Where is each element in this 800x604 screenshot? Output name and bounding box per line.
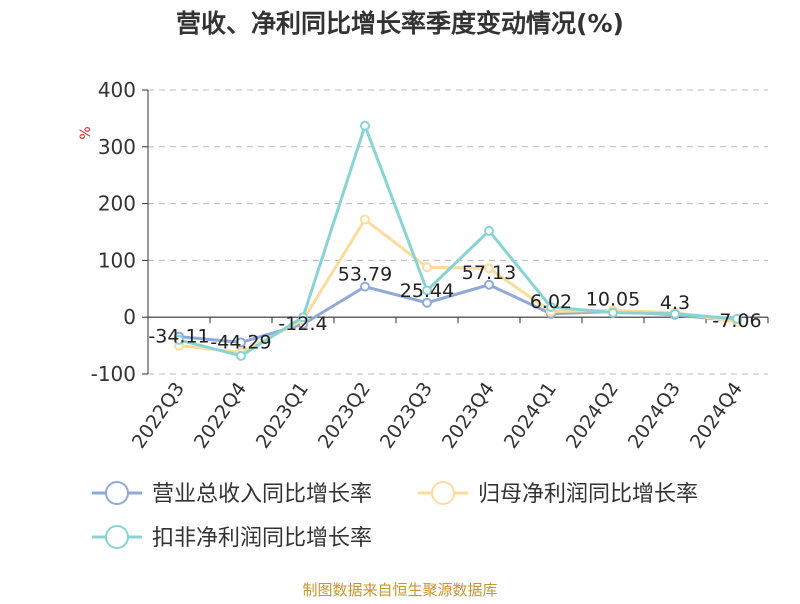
x-tick-label: 2022Q4 [190,378,251,452]
data-point [360,281,370,292]
data-point [484,263,494,274]
data-label: -44.29 [210,331,271,353]
data-label: 10.05 [586,288,640,310]
legend-marker [105,525,129,549]
x-tick-label: 2024Q2 [562,378,623,452]
chart-title: 营收、净利同比增长率季度变动情况(%) [176,9,624,38]
data-point [236,337,246,348]
legend-item[interactable]: 营业总收入同比增长率 [92,481,372,507]
y-tick-label: 100 [98,248,136,272]
data-label: 6.02 [530,291,572,313]
x-tick-label: 2024Q1 [500,378,561,452]
data-point [484,225,494,236]
source-note: 制图数据来自恒生聚源数据库 [302,581,497,599]
data-point [546,301,556,312]
data-label: 53.79 [338,264,392,286]
legend-item[interactable]: 归母净利润同比增长率 [418,481,698,507]
data-label: 57.13 [462,262,516,284]
data-point [484,279,494,290]
data-point [422,297,432,308]
data-label: -12.4 [278,313,327,335]
legend-marker [105,481,129,505]
data-point [670,308,680,319]
x-tick-label: 2023Q3 [376,378,437,452]
data-label: -34.11 [148,326,209,348]
data-point [360,120,370,131]
legend-label: 营业总收入同比增长率 [152,482,372,507]
data-label: -7.06 [712,310,761,332]
data-point [422,285,432,296]
y-axis-unit-label: % [78,126,94,139]
y-tick-label: 200 [98,192,136,216]
data-label: 25.44 [400,280,454,302]
legend-label: 扣非净利润同比增长率 [152,526,372,551]
data-point [360,214,370,225]
data-label: 4.3 [660,292,690,314]
data-labels: -34.11 -44.29 -12.4 53.79 25.44 57.13 6.02 10.0… [148,262,761,354]
x-tick-label: 2022Q3 [128,378,189,452]
data-point [236,350,246,361]
data-point [608,307,618,318]
series-lines [174,120,742,361]
x-tick-label: 2023Q2 [314,378,375,452]
y-tick-label: 400 [98,78,136,102]
series-line [178,124,738,358]
legend-item[interactable]: 扣非净利润同比增长率 [92,525,372,551]
data-point [298,312,308,323]
legend-marker [431,481,455,505]
x-tick-label: 2024Q4 [686,378,747,452]
x-tick-label: 2023Q4 [438,378,499,452]
legend-label: 归母净利润同比增长率 [478,482,698,507]
data-point [174,334,184,345]
x-tick-label: 2024Q3 [624,378,685,452]
x-tick-label: 2023Q1 [252,378,313,452]
y-tick-label: -100 [91,362,136,386]
y-tick-label: 0 [123,305,136,329]
data-point [422,262,432,273]
data-point [732,313,742,324]
y-tick-label: 300 [98,135,136,159]
